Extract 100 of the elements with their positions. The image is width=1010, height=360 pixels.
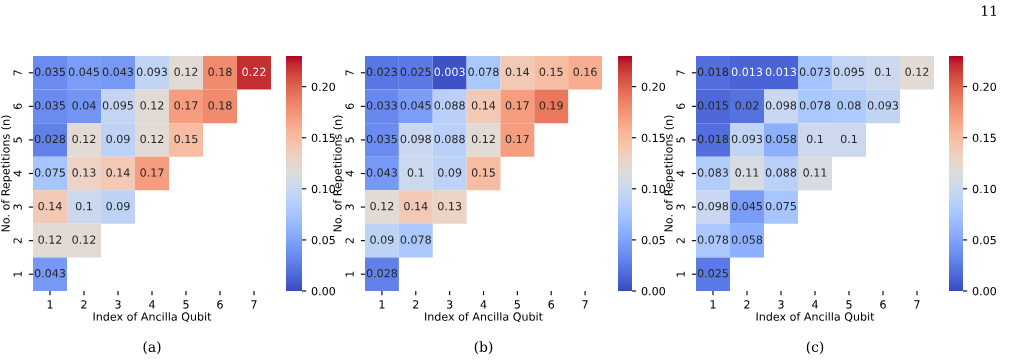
data-label: 0.078 (799, 101, 831, 110)
data-label: 0.12 (140, 134, 164, 144)
data-label: 0.12 (471, 134, 495, 144)
data-label: 0.043 (34, 269, 66, 278)
color-bar-label: 0.15 (972, 133, 996, 143)
data-label: 0.1 (407, 168, 424, 177)
y-tick-label: 5 (345, 137, 354, 143)
data-label: 0.1 (874, 67, 891, 77)
color-bar-label: 0.15 (311, 133, 335, 143)
data-label: 0.098 (400, 134, 431, 144)
data-label: 0.09 (438, 168, 462, 177)
data-label: 0.075 (765, 201, 796, 211)
data-label: 0.19 (539, 101, 563, 110)
data-label: 0.14 (106, 168, 130, 177)
data-label: 0.098 (765, 101, 797, 110)
data-label: 0.08 (837, 101, 861, 110)
data-label: 0.093 (731, 134, 763, 144)
x-tick-label: 6 (548, 300, 555, 309)
data-label: 0.043 (366, 168, 397, 177)
color-bar-label: 0.10 (641, 184, 666, 194)
data-label: 0.078 (400, 235, 431, 244)
y-tick-label: 2 (345, 238, 354, 244)
data-label: 0.02 (735, 101, 759, 110)
data-label: 0.22 (242, 67, 266, 77)
data-label: 0.003 (434, 67, 465, 77)
data-label: 0.018 (697, 134, 729, 144)
y-axis-title: No. of Repetitions (n) (333, 115, 344, 232)
x-tick-label: 2 (413, 300, 419, 309)
data-label: 0.09 (106, 201, 130, 211)
data-label: 0.025 (697, 269, 728, 278)
data-label: 0.095 (833, 67, 864, 77)
x-tick-label: 3 (115, 300, 121, 309)
y-tick-label: 5 (13, 137, 22, 143)
y-tick-label: 1 (676, 271, 685, 277)
y-tick-label: 3 (345, 204, 354, 210)
x-tick-label: 1 (710, 300, 716, 309)
data-label: 0.15 (471, 168, 495, 177)
text: (a) (143, 341, 161, 354)
y-tick-label: 7 (345, 70, 354, 76)
data-label: 0.12 (72, 235, 96, 244)
x-tick-label: 7 (582, 300, 588, 309)
x-tick-label: 3 (446, 300, 453, 309)
data-label: 0.12 (370, 201, 394, 211)
data-label: 0.015 (697, 101, 728, 110)
data-label: 0.1 (840, 134, 857, 144)
data-label: 0.025 (400, 67, 431, 77)
x-tick-label: 6 (217, 300, 223, 309)
data-label: 0.15 (539, 67, 563, 77)
data-label: 0.09 (370, 235, 394, 244)
y-tick-label: 2 (676, 238, 685, 244)
y-tick-label: 6 (676, 103, 685, 110)
x-tick-label: 7 (914, 300, 920, 309)
data-label: 0.018 (697, 67, 729, 77)
data-label: 0.088 (765, 168, 797, 177)
x-tick-label: 5 (183, 300, 189, 309)
data-label: 0.15 (174, 134, 198, 144)
color-bar-label: 0.20 (972, 82, 997, 92)
data-label: 0.035 (34, 101, 65, 110)
data-label: 0.058 (765, 134, 797, 144)
data-label: 0.043 (102, 67, 134, 77)
color-bar-label: 0.00 (311, 286, 336, 296)
data-label: 0.11 (735, 168, 759, 177)
data-label: 0.11 (803, 168, 827, 177)
data-label: 0.058 (731, 235, 763, 244)
x-tick-label: 4 (480, 300, 487, 309)
color-bar-label: 0.20 (641, 82, 666, 92)
y-tick-label: 1 (345, 271, 354, 277)
data-label: 0.17 (505, 134, 529, 144)
color-bar-label: 0.05 (972, 235, 996, 245)
x-tick-label: 3 (778, 300, 784, 309)
data-label: 0.14 (471, 101, 496, 110)
data-label: 0.078 (468, 67, 499, 77)
y-tick-label: 1 (13, 271, 22, 277)
x-tick-label: 4 (812, 300, 818, 309)
data-label: 0.098 (697, 201, 729, 211)
data-label: 0.04 (72, 101, 96, 110)
data-label: 0.078 (697, 235, 729, 244)
data-label: 0.013 (731, 67, 763, 77)
color-bar-label: 0.20 (311, 82, 336, 92)
data-label: 0.18 (208, 67, 232, 77)
data-label: 0.14 (505, 67, 530, 77)
data-label: 0.12 (905, 67, 929, 77)
data-label: 0.095 (102, 101, 133, 110)
data-label: 0.13 (72, 168, 96, 177)
x-axis-title: Index of Ancilla Qubit (425, 312, 543, 323)
y-tick-label: 4 (345, 170, 354, 177)
color-bar-label: 0.00 (641, 286, 666, 296)
color-bar-label: 0.10 (311, 184, 336, 194)
y-tick-label: 7 (13, 70, 22, 76)
y-tick-label: 3 (13, 204, 22, 210)
data-label: 0.093 (867, 101, 899, 110)
color-bar-label: 0.00 (972, 286, 997, 296)
text: (b) (474, 341, 493, 354)
y-tick-label: 4 (676, 170, 685, 177)
x-tick-label: 5 (846, 300, 852, 309)
data-label: 0.12 (38, 235, 62, 244)
y-tick-label: 4 (13, 170, 22, 177)
x-tick-label: 1 (379, 300, 385, 309)
data-label: 0.13 (438, 201, 462, 211)
data-label: 0.045 (400, 101, 431, 110)
